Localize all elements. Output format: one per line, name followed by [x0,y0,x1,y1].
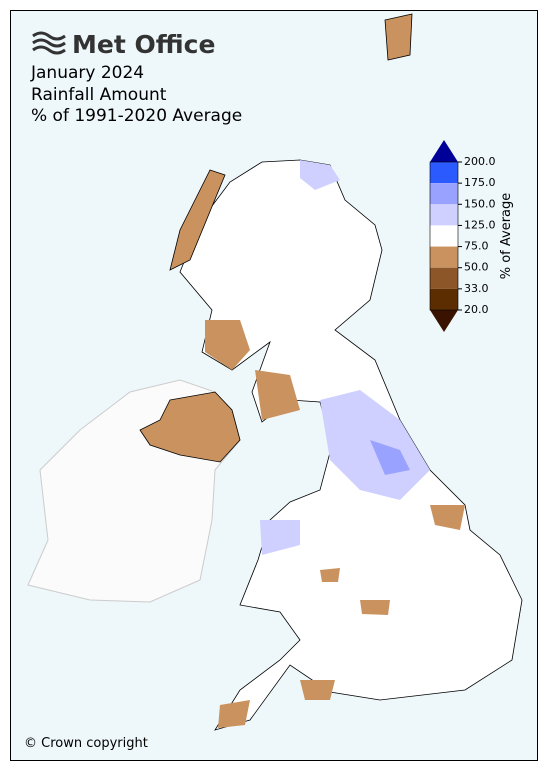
title: January 2024 [30,63,144,83]
colorbar-tick-label: 75.0 [464,240,489,253]
copyright: © Crown copyright [24,736,148,751]
logo-icon [32,31,66,55]
colorbar-over [430,140,458,162]
colorbar: 200.0 175.0 150.0 125.0 75.0 50.0 33.0 20.0 [429,140,496,332]
description: % of 1991-2020 Average [31,106,242,126]
subtitle: Rainfall Amount [31,85,167,105]
colorbar-tick-label: 50.0 [464,261,489,274]
colorbar-tick-label: 125.0 [464,218,496,231]
colorbar-segment [430,204,458,226]
logo-text: Met Office [72,30,215,59]
ireland [27,379,241,603]
colorbar-segment [430,183,458,205]
colorbar-segment [430,267,458,289]
shetland [384,13,413,61]
colorbar-under [430,310,458,332]
colorbar-tick-label: 20.0 [464,303,489,316]
colorbar-segment [430,225,458,247]
colorbar-tick-label: 150.0 [464,197,496,210]
colorbar-tick-label: 200.0 [464,155,496,168]
colorbar-tick-label: 33.0 [464,282,489,295]
outer-hebrides [169,169,226,271]
colorbar-segment [430,246,458,268]
colorbar-tick-label: 175.0 [464,176,496,189]
colorbar-segment [430,162,458,184]
colorbar-outline [429,161,459,311]
great-britain [179,159,523,731]
colorbar-label: % of Average [499,193,514,280]
colorbar-segment [430,288,458,310]
